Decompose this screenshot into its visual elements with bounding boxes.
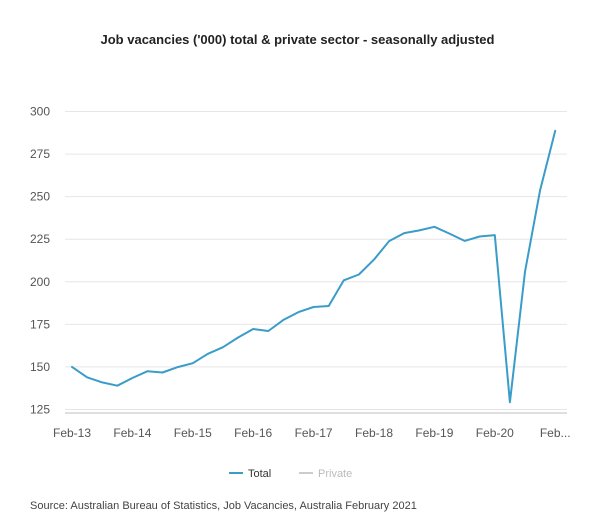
data-points <box>70 128 558 404</box>
series-lines <box>71 129 557 404</box>
y-tick-label: 250 <box>30 190 50 204</box>
data-point <box>402 231 407 236</box>
data-point <box>281 317 286 322</box>
data-point <box>326 303 331 308</box>
data-point <box>85 375 90 380</box>
legend: Total Private <box>229 468 352 480</box>
data-point <box>236 335 241 340</box>
data-point <box>492 233 497 238</box>
x-axis-labels: Feb-13 Feb-14 Feb-15 Feb-16 Feb-17 Feb-18 Feb-… <box>53 426 571 440</box>
data-point <box>266 328 271 333</box>
data-point <box>296 310 301 315</box>
x-tick-label: Feb-20 <box>476 426 514 440</box>
series-line-total <box>71 129 557 404</box>
legend-item-private[interactable]: Private <box>299 468 352 480</box>
data-point <box>205 351 210 356</box>
data-point <box>251 326 256 331</box>
data-point <box>70 364 75 369</box>
data-point <box>160 370 165 375</box>
data-point <box>432 224 437 229</box>
data-point <box>356 272 361 277</box>
x-tick-label: Feb-15 <box>174 426 212 440</box>
y-tick-label: 175 <box>30 317 50 331</box>
y-tick-label: 150 <box>30 360 50 374</box>
x-tick-label: Feb... <box>540 426 571 440</box>
x-tick-label: Feb-17 <box>295 426 333 440</box>
chart-title: Job vacancies ('000) total & private sec… <box>100 32 495 47</box>
data-point <box>145 369 150 374</box>
data-point <box>553 128 558 133</box>
data-point <box>311 304 316 309</box>
data-point <box>175 365 180 370</box>
data-point <box>190 361 195 366</box>
data-point <box>477 234 482 239</box>
x-tick-label: Feb-14 <box>113 426 151 440</box>
y-axis-labels: 125 150 175 200 225 250 275 300 <box>30 105 50 417</box>
data-point <box>221 345 226 350</box>
data-point <box>507 400 512 405</box>
data-point <box>447 231 452 236</box>
legend-item-total[interactable]: Total <box>229 468 271 480</box>
y-tick-label: 300 <box>30 105 50 119</box>
x-tick-label: Feb-13 <box>53 426 91 440</box>
legend-label: Private <box>318 468 352 480</box>
source-note: Source: Australian Bureau of Statistics,… <box>30 500 417 512</box>
data-point <box>115 383 120 388</box>
data-point <box>387 239 392 244</box>
y-tick-label: 275 <box>30 147 50 161</box>
data-point <box>462 238 467 243</box>
x-tick-label: Feb-18 <box>355 426 393 440</box>
data-point <box>538 188 543 193</box>
data-point <box>341 278 346 283</box>
gridlines <box>65 111 567 410</box>
legend-label: Total <box>248 468 271 480</box>
y-tick-label: 125 <box>30 403 50 417</box>
data-point <box>100 380 105 385</box>
data-point <box>372 257 377 262</box>
x-tick-label: Feb-16 <box>234 426 272 440</box>
y-tick-label: 225 <box>30 232 50 246</box>
data-point <box>523 269 528 274</box>
data-point <box>130 375 135 380</box>
data-point <box>417 228 422 233</box>
x-tick-label: Feb-19 <box>415 426 453 440</box>
y-tick-label: 200 <box>30 275 50 289</box>
